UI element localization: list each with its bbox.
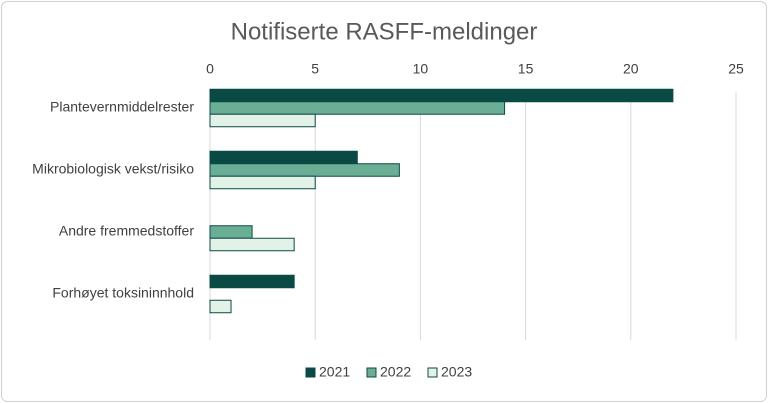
bar [209, 150, 358, 165]
x-tick-label: 5 [311, 61, 319, 77]
y-tick-label: Mikrobiologisk vekst/risiko [32, 161, 194, 177]
y-tick-label: Forhøyet toksininnhold [52, 285, 194, 301]
bar [209, 113, 316, 128]
legend-swatch [366, 367, 377, 378]
legend-swatch [305, 367, 316, 378]
bar [209, 101, 506, 115]
legend-label: 2022 [380, 364, 411, 380]
x-tick-label: 20 [623, 61, 639, 77]
bar [209, 163, 400, 177]
bar [209, 299, 232, 314]
x-tick-label: 25 [728, 61, 744, 77]
legend-swatch [427, 367, 438, 378]
legend-label: 2021 [319, 364, 350, 380]
x-tick-label: 10 [413, 61, 429, 77]
bar [209, 225, 253, 239]
y-tick-label: Andre fremmedstoffer [59, 223, 194, 239]
y-tick-label: Plantevernmiddelrester [50, 99, 194, 115]
legend-label: 2023 [441, 364, 472, 380]
chart-title: Notifiserte RASFF-meldinger [231, 18, 538, 45]
bar [209, 175, 316, 190]
bar [209, 274, 295, 289]
bar [209, 237, 295, 252]
x-tick-label: 0 [206, 61, 214, 77]
x-tick-label: 15 [518, 61, 534, 77]
bar [209, 88, 674, 103]
